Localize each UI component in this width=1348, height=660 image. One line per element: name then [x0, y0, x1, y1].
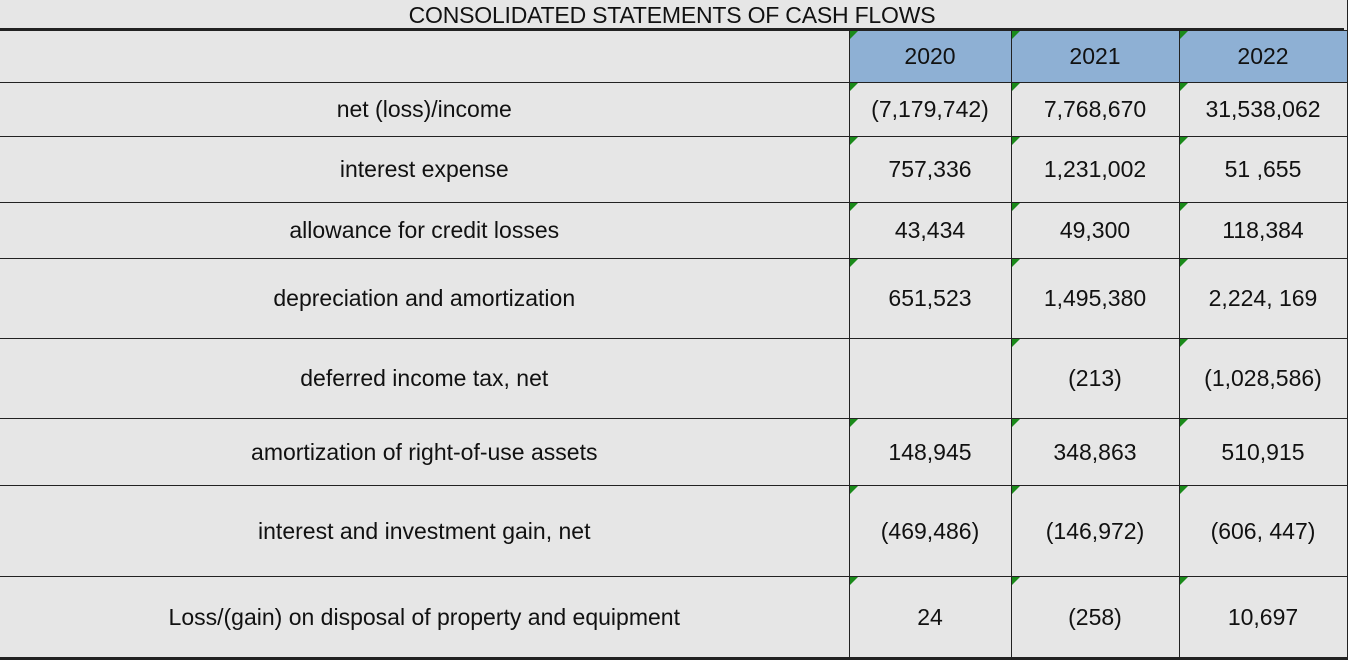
- value-cell-2020[interactable]: [848, 338, 1012, 419]
- table-row: Loss/(gain) on disposal of property and …: [0, 576, 1348, 658]
- value-cell-2022[interactable]: 31,538,062: [1178, 82, 1348, 137]
- row-label[interactable]: interest expense: [0, 136, 850, 203]
- cash-flow-table: 2020 2021 2022 net (loss)/income (7,179,…: [0, 30, 1348, 658]
- value-cell-2021[interactable]: 49,300: [1010, 202, 1180, 259]
- value-cell-2022[interactable]: 510,915: [1178, 418, 1348, 486]
- value-cell-2021[interactable]: (258): [1010, 576, 1180, 658]
- table-row: allowance for credit losses 43,434 49,30…: [0, 202, 1348, 259]
- value-cell-2021[interactable]: 1,495,380: [1010, 258, 1180, 339]
- value-cell-2021[interactable]: 7,768,670: [1010, 82, 1180, 137]
- table-row: interest and investment gain, net (469,4…: [0, 485, 1348, 577]
- row-label[interactable]: Loss/(gain) on disposal of property and …: [0, 576, 850, 658]
- value-cell-2020[interactable]: 651,523: [848, 258, 1012, 339]
- row-label[interactable]: depreciation and amortization: [0, 258, 850, 339]
- value-cell-2021[interactable]: 348,863: [1010, 418, 1180, 486]
- value-cell-2020[interactable]: (7,179,742): [848, 82, 1012, 137]
- value-cell-2020[interactable]: 757,336: [848, 136, 1012, 203]
- value-cell-2020[interactable]: (469,486): [848, 485, 1012, 577]
- row-label[interactable]: deferred income tax, net: [0, 338, 850, 419]
- table-row: net (loss)/income (7,179,742) 7,768,670 …: [0, 82, 1348, 137]
- value-cell-2021[interactable]: 1,231,002: [1010, 136, 1180, 203]
- value-cell-2022[interactable]: 10,697: [1178, 576, 1348, 658]
- value-cell-2022[interactable]: 118,384: [1178, 202, 1348, 259]
- row-label[interactable]: net (loss)/income: [0, 82, 850, 137]
- table-row: interest expense 757,336 1,231,002 51 ,6…: [0, 136, 1348, 203]
- header-year-2021[interactable]: 2021: [1010, 30, 1180, 83]
- header-year-2022[interactable]: 2022: [1178, 30, 1348, 83]
- table-row: amortization of right-of-use assets 148,…: [0, 418, 1348, 486]
- value-cell-2020[interactable]: 43,434: [848, 202, 1012, 259]
- header-row: 2020 2021 2022: [0, 30, 1348, 83]
- header-year-2020[interactable]: 2020: [848, 30, 1012, 83]
- table-row: deferred income tax, net (213) (1,028,58…: [0, 338, 1348, 419]
- value-cell-2021[interactable]: (213): [1010, 338, 1180, 419]
- value-cell-2022[interactable]: 51 ,655: [1178, 136, 1348, 203]
- header-label-cell[interactable]: [0, 30, 850, 83]
- value-cell-2020[interactable]: 148,945: [848, 418, 1012, 486]
- table-title: CONSOLIDATED STATEMENTS OF CASH FLOWS: [0, 0, 1344, 30]
- row-label[interactable]: allowance for credit losses: [0, 202, 850, 259]
- value-cell-2022[interactable]: (606, 447): [1178, 485, 1348, 577]
- row-label[interactable]: interest and investment gain, net: [0, 485, 850, 577]
- value-cell-2022[interactable]: (1,028,586): [1178, 338, 1348, 419]
- value-cell-2022[interactable]: 2,224, 169: [1178, 258, 1348, 339]
- row-label[interactable]: amortization of right-of-use assets: [0, 418, 850, 486]
- value-cell-2021[interactable]: (146,972): [1010, 485, 1180, 577]
- table-row: depreciation and amortization 651,523 1,…: [0, 258, 1348, 339]
- value-cell-2020[interactable]: 24: [848, 576, 1012, 658]
